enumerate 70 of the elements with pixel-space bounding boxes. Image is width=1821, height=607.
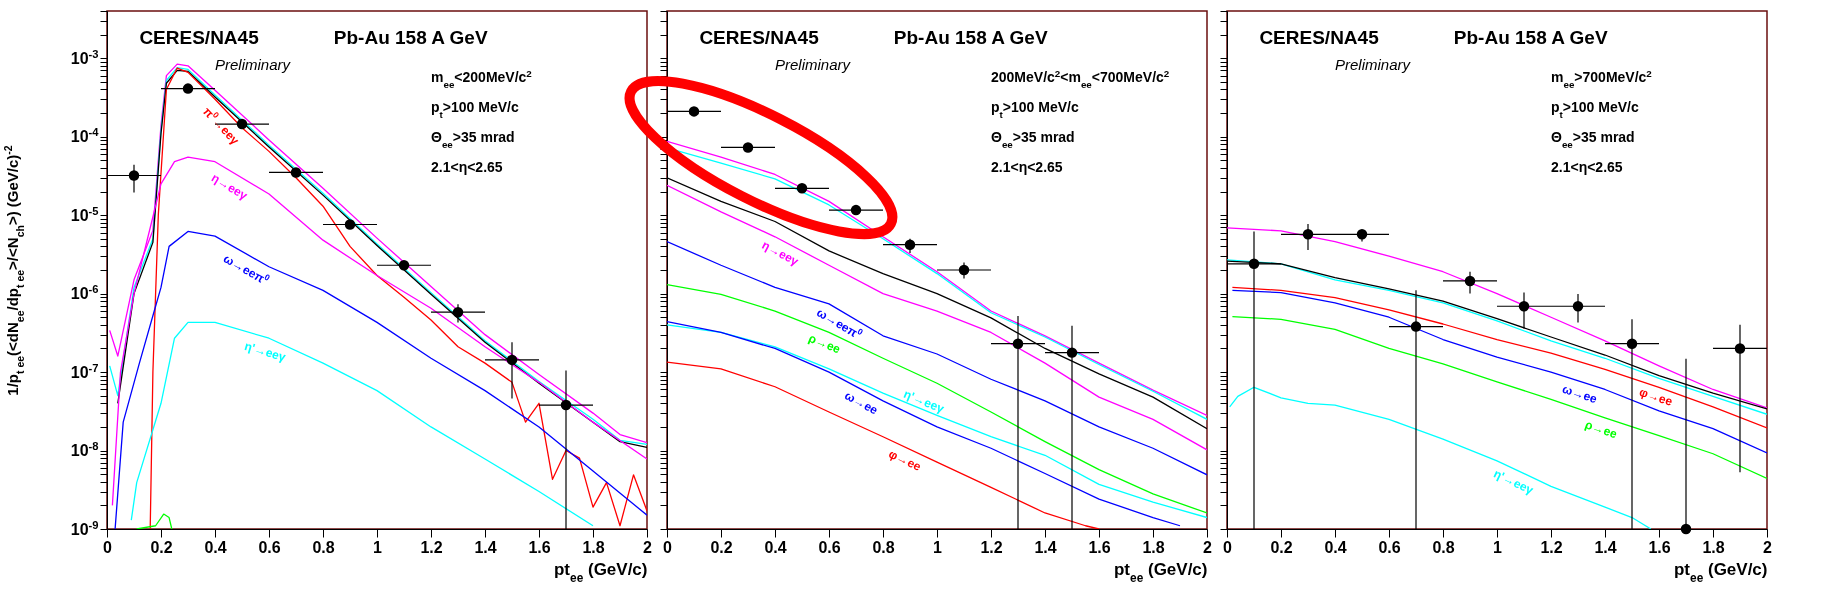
text: ρ→ee [806, 331, 843, 357]
annotation: Pb-Au 158 A GeV [333, 26, 488, 48]
x-tick-label: 1.2 [980, 538, 1003, 556]
annotation: 200MeV/c$^{2}$<m$_{ee}$<700MeV/c$^{2}$ [991, 67, 1170, 90]
x-tick-label: 0.2 [710, 538, 733, 556]
annotation: Pb-Au 158 A GeV [1453, 26, 1608, 48]
x-tick-label: 2 [1763, 538, 1773, 556]
annotation: Preliminary [1335, 56, 1412, 74]
x-tick-label: 1.2 [1540, 538, 1563, 556]
x-tick-label: 1.8 [1142, 538, 1165, 556]
x-tick-label: 0 [663, 538, 673, 556]
y-tick-label: 10$^{-8}$ [70, 440, 99, 460]
x-axis-title: pt$_{ee}$ (GeV/c) [1673, 559, 1768, 585]
x-tick-label: 0.4 [204, 538, 227, 556]
x-tick-label: 1.8 [582, 538, 605, 556]
annotation: 2.1<η<2.65 [991, 159, 1063, 176]
annotation: CERES/NA45 [699, 26, 820, 48]
y-tick-label: 10$^{-5}$ [70, 204, 99, 224]
annotation: Preliminary [215, 56, 292, 74]
annotation: Pb-Au 158 A GeV [893, 26, 1048, 48]
annotation: 2.1<η<2.65 [431, 159, 503, 176]
x-tick-label: 0.6 [1378, 538, 1401, 556]
annotation: p$_{t}$>100 MeV/c [991, 99, 1079, 120]
annotation: CERES/NA45 [1259, 26, 1380, 48]
x-tick-label: 1.6 [1648, 538, 1671, 556]
x-tick-label: 0 [1223, 538, 1233, 556]
x-tick-label: 1.4 [1034, 538, 1057, 556]
x-tick-label: 1 [1493, 538, 1503, 556]
x-tick-label: 1.2 [420, 538, 443, 556]
text: η'→eeγ [242, 339, 288, 365]
annotation: Θ$_{ee}$>35 mrad [991, 129, 1075, 150]
text: ω→ee [1560, 381, 1600, 407]
annotation: CERES/NA45 [139, 26, 260, 48]
annotation: p$_{t}$>100 MeV/c [431, 99, 519, 120]
x-tick-label: 0.2 [150, 538, 173, 556]
y-tick-label: 10$^{-6}$ [70, 283, 99, 303]
annotation: 2.1<η<2.65 [1551, 159, 1623, 176]
y-tick-label: 10$^{-3}$ [70, 47, 99, 67]
x-tick-label: 0.4 [1324, 538, 1347, 556]
annotation: m$_{ee}$>700MeV/c$^{2}$ [1551, 67, 1653, 90]
x-tick-label: 2 [643, 538, 653, 556]
x-tick-label: 1 [373, 538, 383, 556]
x-tick-label: 1.4 [1594, 538, 1617, 556]
x-tick-label: 0.6 [818, 538, 841, 556]
y-tick-label: 10$^{-4}$ [70, 126, 100, 146]
text: φ→ee [886, 446, 924, 475]
x-tick-label: 1.8 [1702, 538, 1725, 556]
annotation: Θ$_{ee}$>35 mrad [1551, 129, 1635, 150]
x-tick-label: 0 [103, 538, 113, 556]
x-tick-label: 0.8 [312, 538, 335, 556]
x-tick-label: 0.8 [1432, 538, 1455, 556]
x-tick-label: 0.8 [872, 538, 895, 556]
x-tick-label: 1 [933, 538, 943, 556]
y-tick-label: 10$^{-9}$ [70, 518, 99, 538]
annotation: p$_{t}$>100 MeV/c [1551, 99, 1639, 120]
x-tick-label: 0.4 [764, 538, 787, 556]
x-tick-label: 0.2 [1270, 538, 1293, 556]
x-tick-label: 2 [1203, 538, 1213, 556]
x-axis-title: pt$_{ee}$ (GeV/c) [1113, 559, 1208, 585]
x-tick-label: 1.6 [1088, 538, 1111, 556]
x-axis-title: pt$_{ee}$ (GeV/c) [553, 559, 648, 585]
text: φ→ee [1637, 384, 1675, 409]
annotation: m$_{ee}$<200MeV/c$^{2}$ [431, 67, 533, 90]
annotation: Preliminary [775, 56, 852, 74]
x-tick-label: 1.4 [474, 538, 497, 556]
x-tick-label: 0.6 [258, 538, 281, 556]
x-tick-label: 1.6 [528, 538, 551, 556]
text: ρ→ee [1583, 417, 1620, 442]
y-tick-label: 10$^{-7}$ [70, 361, 99, 381]
annotation: Θ$_{ee}$>35 mrad [431, 129, 515, 150]
